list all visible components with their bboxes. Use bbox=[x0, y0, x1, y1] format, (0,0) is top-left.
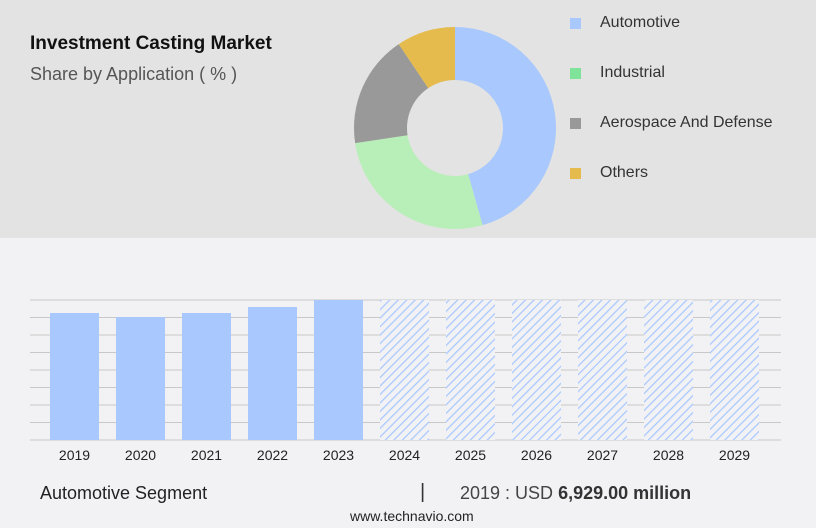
x-tick-label: 2022 bbox=[257, 447, 288, 463]
legend-item: Automotive bbox=[570, 14, 680, 32]
x-tick-label: 2021 bbox=[191, 447, 222, 463]
chart-subtitle: Share by Application ( % ) bbox=[30, 64, 238, 84]
legend-swatch bbox=[570, 17, 581, 29]
x-tick-label: 2019 bbox=[59, 447, 90, 463]
year-label: 2019 : USD bbox=[460, 483, 554, 503]
x-tick-label: 2023 bbox=[323, 447, 354, 463]
legend-swatch bbox=[570, 67, 581, 79]
slice-automotive bbox=[455, 27, 556, 226]
chart-title: Investment Casting Market bbox=[30, 33, 272, 54]
segment-label: Automotive Segment bbox=[40, 483, 208, 503]
bar-2025 bbox=[446, 300, 495, 440]
bar-2019 bbox=[50, 312, 99, 440]
legend-label: Others bbox=[600, 164, 649, 181]
legend-swatch bbox=[570, 167, 581, 179]
legend-swatch bbox=[570, 117, 581, 129]
bar-2020 bbox=[116, 316, 165, 440]
slice-others bbox=[398, 27, 455, 89]
donut-chart bbox=[354, 27, 556, 229]
x-tick-label: 2029 bbox=[719, 447, 750, 463]
legend-label: Automotive bbox=[600, 14, 681, 31]
source-url: www.technavio.com bbox=[350, 508, 474, 524]
bar-2027 bbox=[578, 300, 627, 440]
pie-panel: Investment Casting Market Share by Appli… bbox=[0, 0, 816, 238]
legend-label: Aerospace And Defense bbox=[600, 114, 773, 131]
legend-item: Industrial bbox=[570, 64, 665, 82]
x-tick-label: 2025 bbox=[455, 447, 486, 463]
bar-2028 bbox=[644, 300, 693, 440]
bar-2022 bbox=[248, 307, 297, 440]
slice-industrial bbox=[355, 135, 483, 229]
bar-chart: 2019 2020 2021 2022 2023 2024 2025 2026 2027 2028… bbox=[30, 299, 781, 463]
x-tick-label: 2020 bbox=[125, 447, 156, 463]
legend-label: Industrial bbox=[600, 64, 665, 81]
value-amount: 6,929.00 million bbox=[558, 483, 692, 503]
legend-item: Others bbox=[570, 164, 648, 182]
separator: | bbox=[420, 481, 426, 503]
bar-2026 bbox=[512, 300, 561, 440]
bar-2029 bbox=[710, 300, 759, 440]
segment-value: 2019 : USD 6,929.00 million bbox=[460, 483, 691, 504]
x-tick-label: 2028 bbox=[653, 447, 684, 463]
bar-2021 bbox=[182, 312, 231, 440]
bar-2023 bbox=[314, 300, 363, 440]
x-tick-label: 2027 bbox=[587, 447, 618, 463]
x-tick-label: 2024 bbox=[389, 447, 420, 463]
bar-2024 bbox=[380, 300, 429, 440]
legend-item: Aerospace And Defense bbox=[570, 114, 773, 132]
slice-aerospace-and-defense bbox=[354, 44, 429, 144]
x-tick-label: 2026 bbox=[521, 447, 552, 463]
